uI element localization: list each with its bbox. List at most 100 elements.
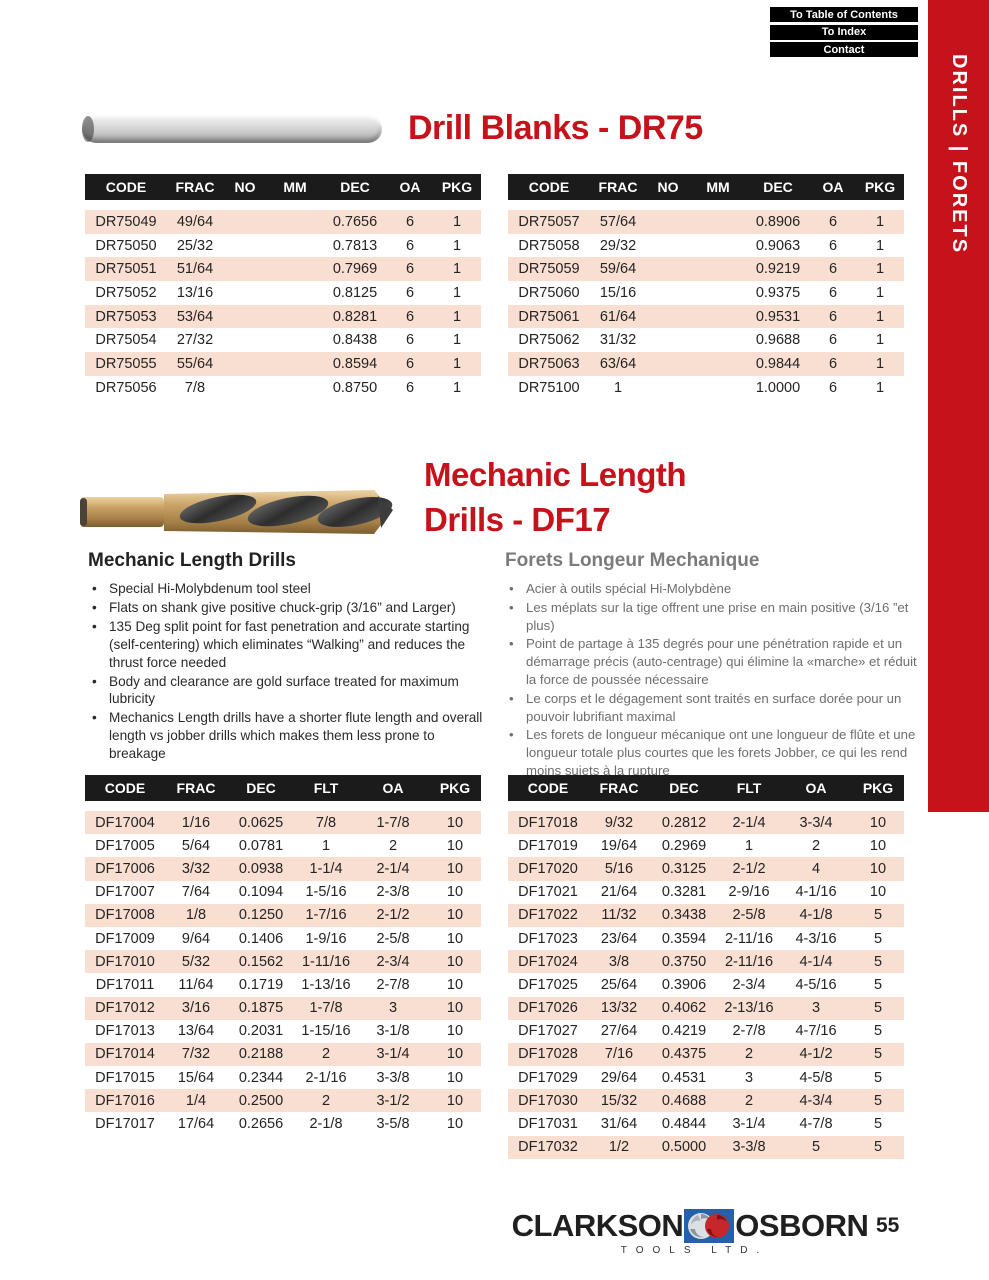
table-row: DR75100 1 1.0000 6 1 <box>508 376 904 400</box>
bullet-item: 135 Deg split point for fast penetration… <box>88 618 488 672</box>
side-tab-label: DRILLS | FORETS <box>948 54 970 255</box>
table-body: DR75057 57/64 0.8906 6 1 DR75058 29/32 0.9063 6 1… <box>508 210 904 400</box>
table-cell: 53/64 <box>176 308 214 325</box>
table-cell: 5 <box>811 1139 821 1156</box>
table-row: DR75052 13/16 0.8125 6 1 <box>85 281 481 305</box>
table-cell: DR75049 <box>95 213 157 230</box>
table-cell: 0.0781 <box>238 837 284 854</box>
table-cell: 6 <box>828 355 838 372</box>
table-header: CODE FRAC DEC FLT OA PKG <box>508 775 904 801</box>
table-cell: 10 <box>869 814 887 831</box>
table-cell: 5/64 <box>181 837 211 854</box>
table-cell: 3-1/8 <box>376 1023 410 1040</box>
brand-logo-row: CLARKSON OSBORN <box>490 1208 890 1244</box>
table-row: DF17009 9/64 0.1406 1-9/16 2-5/8 10 <box>85 927 481 950</box>
table-cell: 19/64 <box>600 837 638 854</box>
table-cell: 1 <box>452 355 462 372</box>
column-header: MM <box>283 179 307 195</box>
table-cell: 1-11/16 <box>301 953 351 970</box>
table-cell: 10 <box>869 860 887 877</box>
nav-button-table-of-contents[interactable]: To Table of Contents <box>770 7 918 22</box>
table-row: DF17029 29/64 0.4531 3 4-5/8 5 <box>508 1066 904 1089</box>
table-cell: 1 <box>321 837 331 854</box>
column-header: CODE <box>527 780 569 796</box>
table-row: DR75056 7/8 0.8750 6 1 <box>85 376 481 400</box>
table-cell: 1-7/16 <box>305 907 347 924</box>
table-row: DF17028 7/16 0.4375 2 4-1/2 5 <box>508 1042 904 1067</box>
table-row: DR75055 55/64 0.8594 6 1 <box>85 352 481 376</box>
bullet-item: Body and clearance are gold surface trea… <box>88 673 488 709</box>
table-cell: 3 <box>744 1069 754 1086</box>
table-row: DF17018 9/32 0.2812 2-1/4 3-3/4 10 <box>508 811 904 835</box>
table-cell: 10 <box>446 837 464 854</box>
df17-heading-english: Mechanic Length Drills <box>88 550 296 571</box>
table-cell: 2-1/2 <box>732 860 766 877</box>
table-cell: 15/64 <box>177 1069 215 1086</box>
table-cell: 5 <box>873 953 883 970</box>
table-body: DF17018 9/32 0.2812 2-1/4 3-3/4 10 DF17019 19/6… <box>508 811 904 1159</box>
table-row: DF17025 25/64 0.3906 2-3/4 4-5/16 5 <box>508 973 904 996</box>
table-cell: 0.1094 <box>238 884 284 901</box>
table-row: DF17019 19/64 0.2969 1 2 10 <box>508 834 904 857</box>
table-cell: 1/16 <box>181 814 211 831</box>
table-cell: 2-3/8 <box>376 884 410 901</box>
table-cell: 5 <box>873 907 883 924</box>
table-cell: DR75061 <box>518 308 580 325</box>
table-cell: 4-5/16 <box>795 976 837 993</box>
table-cell: 15/32 <box>600 1092 638 1109</box>
table-row: DR75059 59/64 0.9219 6 1 <box>508 257 904 282</box>
table-row: DR75060 15/16 0.9375 6 1 <box>508 281 904 305</box>
table-cell: 0.9063 <box>755 237 801 254</box>
table-cell: 6 <box>405 379 415 396</box>
footer: CLARKSON OSBORN TOOLS LTD. <box>490 1208 890 1256</box>
nav-button-index[interactable]: To Index <box>770 24 918 40</box>
nav-button-contact[interactable]: Contact <box>770 42 918 57</box>
table-row: DR75057 57/64 0.8906 6 1 <box>508 210 904 234</box>
brand-clarkson: CLARKSON <box>511 1208 684 1243</box>
table-cell: 2-13/16 <box>724 1000 774 1017</box>
column-header: CODE <box>528 179 570 195</box>
table-cell: 0.1719 <box>238 976 284 993</box>
column-header: NO <box>657 179 679 195</box>
table-cell: DF17021 <box>518 884 578 901</box>
table-cell: DF17025 <box>518 976 578 993</box>
df17-title-line2: Drills - DF17 <box>424 501 611 538</box>
table-row: DF17004 1/16 0.0625 7/8 1-7/8 10 <box>85 811 481 835</box>
table-cell: 2 <box>811 837 821 854</box>
table-row: DF17023 23/64 0.3594 2-11/16 4-3/16 5 <box>508 927 904 950</box>
table-cell: 1 <box>744 837 754 854</box>
table-cell: 10 <box>446 930 464 947</box>
table-cell: 0.3125 <box>661 860 707 877</box>
table-cell: DR75059 <box>518 261 580 278</box>
table-cell: DR75051 <box>95 261 157 278</box>
table-cell: DF17023 <box>518 930 578 947</box>
bullet-item: Acier à outils spécial Hi-Molybdène <box>505 580 927 598</box>
table-cell: 6 <box>828 213 838 230</box>
table-cell: 1 <box>452 332 462 349</box>
table-cell: 6 <box>828 379 838 396</box>
table-cell: 5 <box>873 1069 883 1086</box>
table-cell: 0.2344 <box>238 1069 284 1086</box>
table-cell: 2-7/8 <box>732 1023 766 1040</box>
table-cell: 3/32 <box>181 860 211 877</box>
table-cell: 7/8 <box>184 379 206 396</box>
table-row: DR75050 25/32 0.7813 6 1 <box>85 234 481 258</box>
table-cell: 9/64 <box>181 930 211 947</box>
table-cell: DF17027 <box>518 1023 578 1040</box>
table-cell: DF17020 <box>518 860 578 877</box>
table-row: DR75058 29/32 0.9063 6 1 <box>508 234 904 258</box>
column-header: PKG <box>441 179 473 195</box>
table-cell: 3-1/4 <box>376 1046 410 1063</box>
table-cell: 6 <box>828 237 838 254</box>
table-cell: DF17006 <box>95 860 155 877</box>
table-cell: 0.3750 <box>661 953 707 970</box>
table-row: DF17030 15/32 0.4688 2 4-3/4 5 <box>508 1089 904 1113</box>
table-row: DF17031 31/64 0.4844 3-1/4 4-7/8 5 <box>508 1112 904 1135</box>
table-cell: 0.9219 <box>755 261 801 278</box>
table-cell: 2-9/16 <box>728 884 770 901</box>
table-cell: DF17022 <box>518 907 578 924</box>
table-row: DF17005 5/64 0.0781 1 2 10 <box>85 834 481 857</box>
table-cell: DF17028 <box>518 1046 578 1063</box>
df17-title: Mechanic Length Drills - DF17 <box>424 452 687 542</box>
table-cell: 2 <box>321 1046 331 1063</box>
